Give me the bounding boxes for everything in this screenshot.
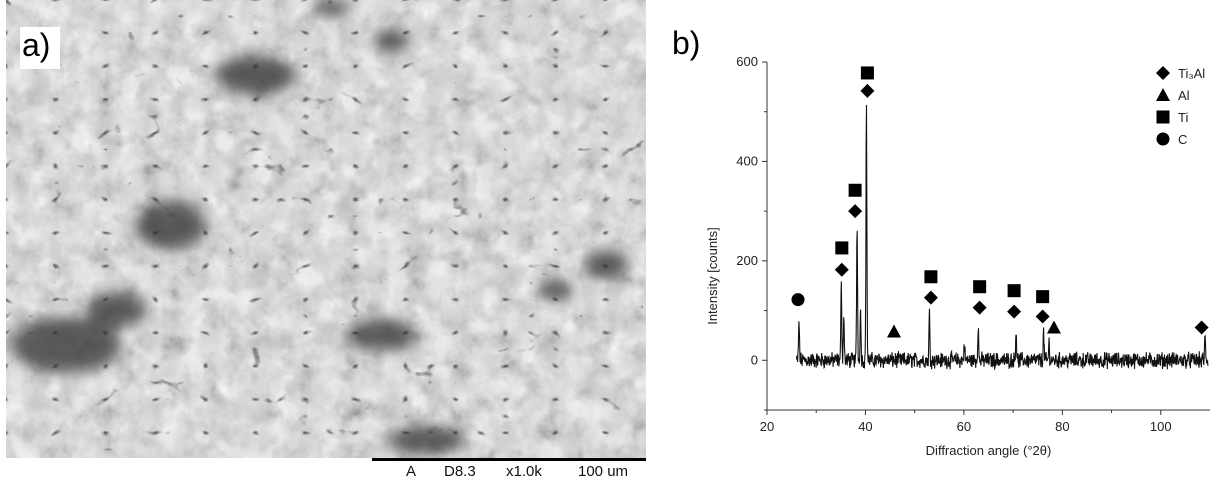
square-marker bbox=[973, 280, 987, 294]
panel-a-label: a) bbox=[20, 27, 61, 69]
legend-circle-icon bbox=[1156, 132, 1170, 146]
legend-diamond-icon bbox=[1156, 66, 1170, 80]
square-marker bbox=[1036, 290, 1050, 304]
x-tick-label: 20 bbox=[760, 419, 774, 434]
x-tick-label: 100 bbox=[1150, 419, 1172, 434]
x-tick-label: 60 bbox=[957, 419, 971, 434]
square-marker bbox=[1007, 284, 1021, 298]
legend-square-icon bbox=[1156, 110, 1170, 124]
triangle-marker bbox=[886, 324, 901, 338]
square-marker bbox=[860, 66, 874, 80]
diamond-marker bbox=[1007, 304, 1022, 319]
circle-marker bbox=[791, 293, 805, 307]
diamond-marker bbox=[972, 300, 987, 315]
square-marker bbox=[848, 183, 862, 197]
square-marker bbox=[924, 270, 938, 284]
sem-panel: a) A D8.3 x1.0k 100 um bbox=[6, 0, 646, 481]
diamond-marker bbox=[848, 204, 863, 219]
panel-b-label: b) bbox=[672, 25, 701, 61]
xrd-pattern-line bbox=[795, 104, 1209, 371]
square-marker bbox=[835, 241, 849, 255]
diamond-marker bbox=[1035, 309, 1050, 324]
diamond-marker bbox=[834, 262, 849, 277]
diamond-marker bbox=[1194, 320, 1209, 335]
y-tick-label: 200 bbox=[736, 253, 758, 268]
legend-label: C bbox=[1178, 132, 1187, 147]
chart-legend: Ti₃Al Al Ti C bbox=[1156, 66, 1205, 147]
sem-magnification: x1.0k bbox=[506, 463, 542, 480]
sem-info-bar: A D8.3 x1.0k 100 um bbox=[372, 458, 646, 481]
legend-triangle-icon bbox=[1156, 88, 1170, 101]
sem-micrograph bbox=[6, 0, 646, 458]
diamond-marker bbox=[860, 83, 875, 98]
triangle-marker bbox=[1046, 320, 1061, 334]
sem-scale: 100 um bbox=[578, 463, 629, 480]
legend-label: Ti₃Al bbox=[1178, 66, 1205, 81]
sem-detector: A bbox=[406, 463, 417, 480]
phase-markers bbox=[791, 66, 1209, 338]
chart-axes: 20 40 60 80 100 0 200 400 600 bbox=[736, 54, 1210, 434]
legend-label: Al bbox=[1178, 88, 1190, 103]
x-tick-label: 40 bbox=[858, 419, 872, 434]
y-tick-label: 600 bbox=[736, 54, 758, 69]
diamond-marker bbox=[923, 290, 938, 305]
y-tick-label: 400 bbox=[736, 153, 758, 168]
sem-working-distance: D8.3 bbox=[444, 463, 476, 480]
y-tick-label: 0 bbox=[751, 352, 758, 367]
legend-label: Ti bbox=[1178, 110, 1188, 125]
x-tick-label: 80 bbox=[1055, 419, 1069, 434]
y-axis-title: Intensity [counts] bbox=[705, 227, 720, 325]
x-axis-title: Diffraction angle (°2θ) bbox=[926, 443, 1052, 458]
xrd-chart: 20 40 60 80 100 0 200 400 600 Ti₃Al Al Ti C Diffrac… bbox=[705, 54, 1210, 458]
xrd-trace bbox=[795, 104, 1209, 371]
